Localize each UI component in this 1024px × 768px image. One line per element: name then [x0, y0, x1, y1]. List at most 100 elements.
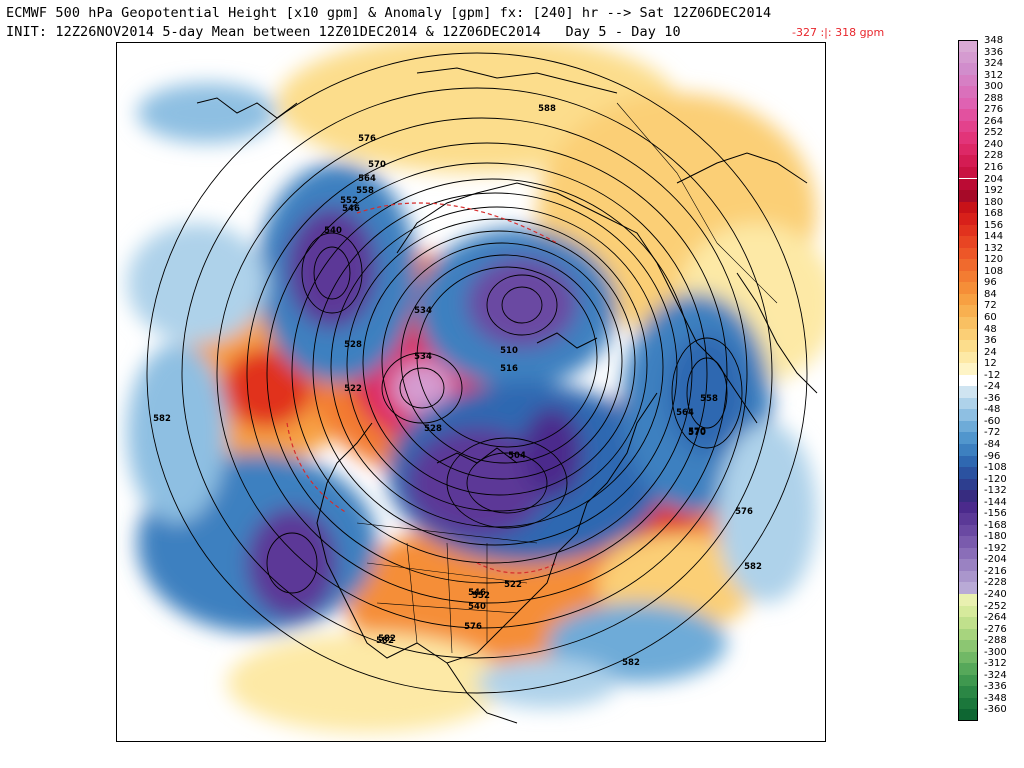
legend-label: 288	[984, 92, 1004, 104]
legend-swatch	[958, 86, 978, 98]
legend-swatch	[958, 536, 978, 548]
legend-label: -36	[984, 392, 1001, 404]
legend-label: 156	[984, 219, 1004, 231]
legend-swatch	[958, 97, 978, 110]
legend-label: 108	[984, 265, 1004, 277]
legend-label: -156	[984, 508, 1007, 520]
legend-label: 36	[984, 335, 997, 347]
legend-swatch	[958, 674, 978, 687]
legend-swatch	[958, 236, 978, 248]
legend-swatch	[958, 293, 978, 306]
legend-label: -120	[984, 473, 1007, 485]
legend-label: 252	[984, 127, 1004, 139]
legend-label: 216	[984, 161, 1004, 173]
legend-swatch	[958, 697, 978, 710]
contour-label: 528	[424, 424, 442, 434]
legend-swatch	[958, 478, 978, 491]
legend-swatch	[958, 74, 978, 87]
legend-swatch	[958, 640, 978, 652]
contour-label: 582	[153, 414, 171, 424]
contour-label: 570	[688, 428, 706, 438]
legend-label: -108	[984, 462, 1007, 474]
legend-label: -300	[984, 646, 1007, 658]
legend-label: -336	[984, 681, 1007, 693]
anomaly-range-label: -327 :|: 318 gpm	[792, 26, 885, 39]
legend-label: -60	[984, 415, 1001, 427]
legend-swatch	[958, 166, 978, 179]
legend-swatch	[958, 420, 978, 433]
legend-swatch	[958, 270, 978, 283]
legend-label: -288	[984, 635, 1007, 647]
legend-swatch	[958, 351, 978, 364]
legend-label: -168	[984, 519, 1007, 531]
legend-swatch	[958, 628, 978, 641]
legend-swatch	[958, 432, 978, 444]
contour-label: 540	[324, 226, 342, 236]
legend-swatch	[958, 501, 978, 514]
legend-label: -180	[984, 531, 1007, 543]
legend-label: -264	[984, 612, 1007, 624]
legend-label: -276	[984, 623, 1007, 635]
legend-swatch	[958, 651, 978, 664]
legend-label: 240	[984, 138, 1004, 150]
legend-swatch	[958, 582, 978, 595]
legend-swatch	[958, 143, 978, 156]
legend-label: 312	[984, 69, 1004, 81]
legend-label: -72	[984, 427, 1001, 439]
legend-label: -144	[984, 496, 1007, 508]
legend-label: 204	[984, 173, 1004, 185]
legend-label: 300	[984, 81, 1004, 93]
legend-label: -348	[984, 692, 1007, 704]
contour-label: 564	[676, 408, 694, 418]
contour-label: 582	[622, 658, 640, 668]
legend-label: 192	[984, 185, 1004, 197]
contour-label: 582	[744, 562, 762, 572]
contour-label: 558	[356, 186, 374, 196]
contour-label: 510	[500, 346, 518, 356]
legend-swatch	[958, 259, 978, 271]
contour-label: 558	[700, 394, 718, 404]
legend-entry: -360	[958, 704, 1024, 721]
legend-swatch	[958, 513, 978, 525]
legend-label: -24	[984, 381, 1001, 393]
legend-label: -192	[984, 542, 1007, 554]
legend-swatch	[958, 40, 978, 52]
legend-swatch	[958, 247, 978, 260]
legend-swatch	[958, 559, 978, 571]
contour-label: 576	[735, 507, 753, 517]
legend-swatch	[958, 409, 978, 421]
legend-label: -240	[984, 589, 1007, 601]
legend-label: -84	[984, 438, 1001, 450]
legend-swatch	[958, 201, 978, 214]
contour-label: 570	[688, 427, 706, 437]
map-graphic: 588 582 576 570 564 558 552 546 540 534 …	[127, 43, 825, 733]
legend-label: 24	[984, 346, 997, 358]
legend-label: 144	[984, 231, 1004, 243]
contour-label: 582	[376, 636, 394, 646]
legend-swatch	[958, 386, 978, 398]
legend-label: 48	[984, 323, 997, 335]
legend-label: 228	[984, 150, 1004, 162]
legend-swatch	[958, 686, 978, 698]
legend-swatch	[958, 109, 978, 121]
contour-label: 522	[504, 580, 522, 590]
legend-swatch	[958, 490, 978, 502]
contour-label: 504	[508, 451, 526, 461]
legend-label: 324	[984, 58, 1004, 70]
legend-swatch	[958, 570, 978, 583]
legend-label: -324	[984, 669, 1007, 681]
legend-label: 132	[984, 242, 1004, 254]
contour-label: 552	[472, 591, 490, 601]
legend-swatch	[958, 467, 978, 479]
legend-label: 120	[984, 254, 1004, 266]
legend-swatch	[958, 709, 978, 721]
contour-label-group: 588 582 576 570 564 558 552 546 540 534 …	[153, 104, 762, 668]
contour-label: 534	[414, 306, 432, 316]
legend-swatch	[958, 120, 978, 133]
contour-label: 546	[342, 204, 360, 214]
contour-label: 576	[358, 134, 376, 144]
legend-label: -312	[984, 658, 1007, 670]
contour-label: 570	[368, 160, 386, 170]
legend-swatch	[958, 594, 978, 606]
legend-swatch	[958, 617, 978, 629]
